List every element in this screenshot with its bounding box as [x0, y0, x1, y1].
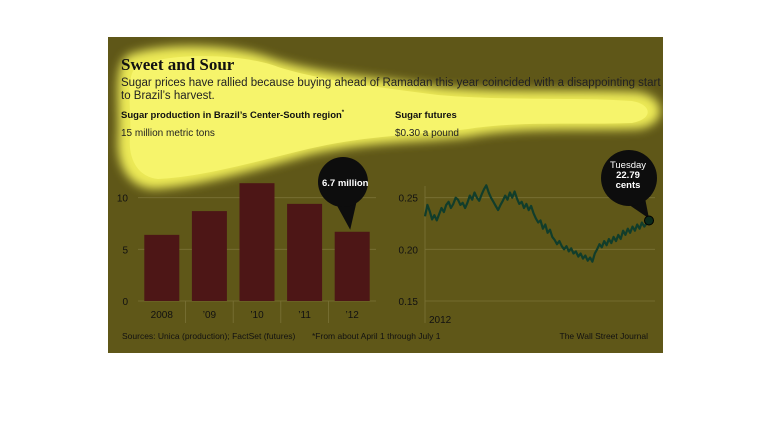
- line-callout-label: Tuesday 22.79 cents: [606, 161, 650, 191]
- bar: [334, 231, 370, 301]
- bar: [144, 234, 180, 301]
- line-callout-day: Tuesday: [609, 160, 647, 171]
- bar: [239, 183, 275, 301]
- bar: [287, 203, 323, 301]
- bar: [191, 211, 227, 301]
- futures-unit-label: $0.30 a pound: [395, 128, 459, 139]
- line-callout-unit: cents: [615, 180, 641, 191]
- bar-callout-bubble: [318, 157, 368, 207]
- bar-x-tick-label: ’12: [346, 310, 360, 321]
- line-y-tick-label: 0.20: [399, 245, 419, 256]
- footnote-marker: *: [341, 110, 345, 116]
- futures-chart-title: Sugar futures: [395, 110, 457, 121]
- bar-x-tick-label: ’09: [203, 310, 217, 321]
- line-callout-value: 22.79: [616, 170, 640, 181]
- bar-callout-label: 6.7 million: [322, 178, 369, 189]
- charts-svg: 0 5 10 2008 ’09 ’10 ’11 ’12 0.15 0.20 0.25 2012: [117, 150, 657, 326]
- bar-x-tick-label: ’10: [250, 310, 264, 321]
- line-y-tick-label: 0.25: [399, 194, 419, 205]
- footer-credit: The Wall Street Journal: [559, 331, 649, 341]
- production-chart-title-text: Sugar production in Brazil’s Center-Sout…: [121, 110, 342, 122]
- line-x-tick-label: 2012: [429, 315, 452, 326]
- page-subtitle: Sugar prices have rallied because buying…: [121, 77, 661, 102]
- footer-sources: Sources: Unica (production); FactSet (fu…: [122, 331, 296, 341]
- production-chart-title: Sugar production in Brazil’s Center-Sout…: [121, 110, 344, 121]
- production-unit-label: 15 million metric tons: [121, 128, 215, 139]
- bar-x-tick-label: ’11: [298, 310, 311, 321]
- futures-line: [423, 184, 650, 263]
- bar-x-tick-label: 2008: [151, 310, 174, 321]
- bar-y-tick-label: 0: [122, 297, 128, 308]
- futures-last-point: [644, 215, 654, 226]
- highlight-glow: [117, 46, 661, 189]
- bar-y-tick-label: 5: [122, 245, 128, 256]
- line-callout-bubble: [601, 150, 657, 206]
- line-y-tick-label: 0.15: [399, 297, 419, 308]
- footer-note: *From about April 1 through July 1: [312, 331, 441, 341]
- bar-y-tick-label: 10: [117, 194, 129, 205]
- page-title: Sweet and Sour: [121, 55, 235, 74]
- bar-callout-pointer: [335, 200, 357, 230]
- chart-panel: Sweet and Sour Sugar prices have rallied…: [108, 37, 663, 353]
